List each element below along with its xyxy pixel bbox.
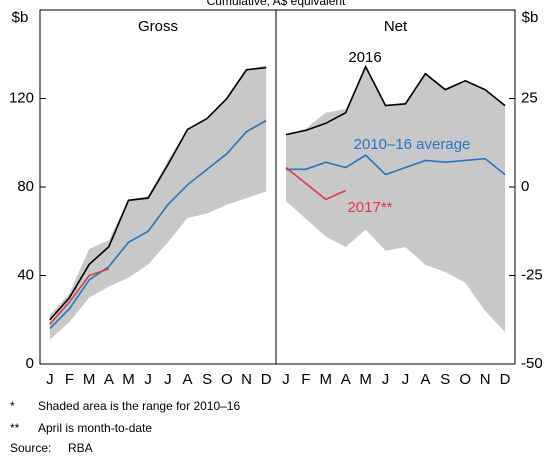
x-tick-label: J (382, 371, 390, 388)
chart-title: Cumulative, A$ equivalent (207, 0, 346, 8)
x-tick-label: F (65, 371, 74, 388)
x-tick-label: O (459, 371, 471, 388)
x-tick-label: J (164, 371, 172, 388)
x-tick-label: D (500, 371, 511, 388)
y-tick-label: 40 (17, 266, 34, 283)
series-line (49, 66, 267, 321)
range-area (285, 66, 506, 333)
y-tick-label: 80 (17, 178, 34, 195)
series-line (285, 64, 506, 136)
x-tick-label: S (202, 371, 212, 388)
y-tick-label: -50 (521, 355, 543, 372)
panel-title: Gross (138, 18, 178, 35)
x-tick-label: J (46, 371, 54, 388)
y-tick-label: 0 (521, 178, 529, 195)
x-tick-label: O (221, 371, 233, 388)
y-tick-label: -25 (521, 266, 543, 283)
source: RBA (68, 441, 93, 455)
note: Shaded area is the range for 2010–16 (38, 399, 240, 413)
note-marker: * (10, 399, 15, 413)
y-tick-label: 120 (9, 89, 34, 106)
note: April is month-to-date (38, 421, 152, 435)
series-line (49, 119, 267, 330)
x-tick-label: D (261, 371, 272, 388)
x-tick-label: A (420, 371, 430, 388)
series-line (285, 166, 347, 201)
y-axis-label: $b (522, 9, 539, 26)
x-tick-label: A (341, 371, 351, 388)
series-label: 2017** (347, 199, 392, 216)
y-tick-label: 0 (26, 355, 34, 372)
series-line (285, 154, 506, 176)
series-line (49, 268, 110, 325)
series-label: 2016 (348, 49, 381, 66)
x-tick-label: J (402, 371, 410, 388)
panel-title: Net (384, 18, 408, 35)
x-tick-label: N (241, 371, 252, 388)
series-label: 2010–16 average (354, 136, 471, 153)
x-tick-label: F (301, 371, 310, 388)
x-tick-label: S (440, 371, 450, 388)
range-area (49, 65, 267, 340)
x-tick-label: A (182, 371, 192, 388)
note-marker: ** (10, 421, 20, 435)
plot-frame (39, 9, 516, 365)
x-tick-label: M (359, 371, 372, 388)
x-tick-label: J (282, 371, 290, 388)
x-tick-label: M (122, 371, 135, 388)
y-axis-label: $b (12, 9, 29, 26)
x-tick-label: A (104, 371, 114, 388)
x-tick-label: N (480, 371, 491, 388)
source-label: Source: (10, 441, 51, 455)
x-tick-label: J (144, 371, 152, 388)
x-tick-label: M (83, 371, 96, 388)
x-tick-label: M (320, 371, 333, 388)
y-tick-label: 25 (521, 89, 538, 106)
